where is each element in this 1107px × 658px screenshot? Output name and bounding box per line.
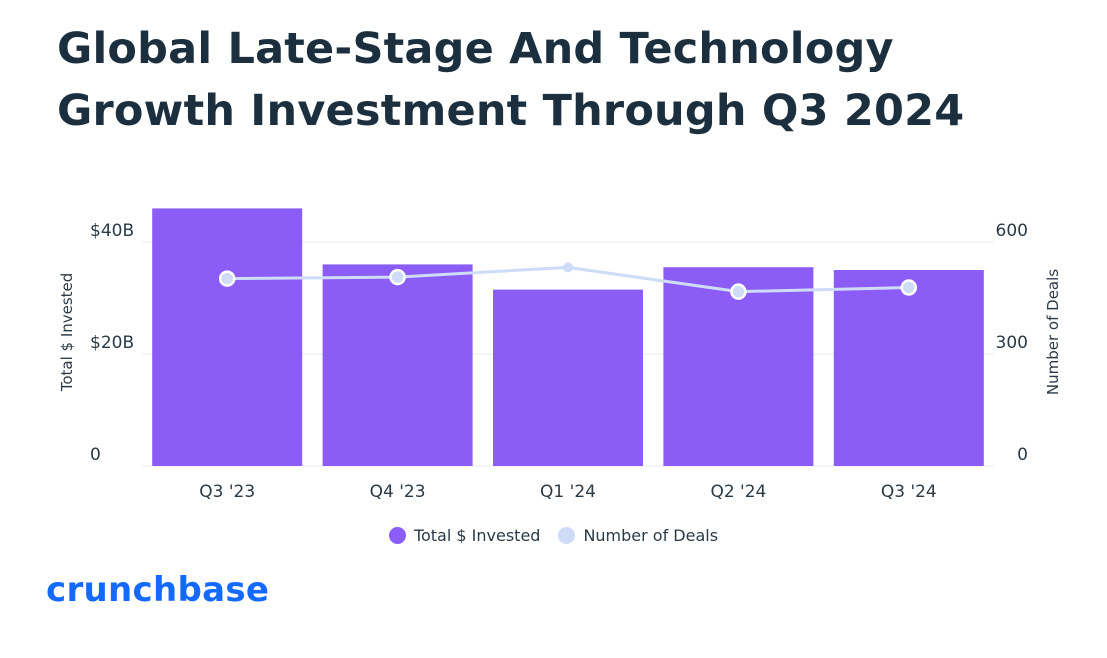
- legend: Total $ Invested Number of Deals: [0, 526, 1107, 545]
- bar: [322, 264, 473, 466]
- bar: [833, 270, 984, 466]
- y-left-tick-label: 0: [90, 445, 101, 465]
- y-left-axis-title: Total $ Invested: [58, 273, 76, 393]
- y-right-tick-label: 0: [1017, 445, 1028, 465]
- combo-chart: Q3 '23 Q4 '23 Q1 '24 Q2 '24 Q3 '24 0 $20B $40B 0…: [58, 208, 1062, 502]
- y-left-tick-label: $20B: [90, 333, 134, 353]
- chart-title-line-1: Global Late-Stage And Technology: [57, 24, 894, 74]
- legend-item-deals[interactable]: Number of Deals: [558, 526, 718, 545]
- legend-label-deals: Number of Deals: [583, 526, 719, 545]
- axis-ticks: Q3 '23 Q4 '23 Q1 '24 Q2 '24 Q3 '24 0 $20B $40B 0…: [90, 221, 1028, 502]
- deals-point: [218, 270, 236, 287]
- y-right-tick-label: 600: [996, 221, 1028, 241]
- x-tick-label: Q1 '24: [540, 482, 596, 502]
- legend-label-invested: Total $ Invested: [413, 526, 541, 545]
- chart-title-line-2: Growth Investment Through Q3 2024: [57, 86, 965, 136]
- bar: [152, 208, 303, 466]
- y-left-tick-label: $40B: [90, 221, 134, 241]
- deals-point: [730, 283, 747, 300]
- deals-line: [218, 262, 918, 300]
- y-right-tick-label: 300: [996, 333, 1028, 353]
- x-tick-label: Q4 '23: [370, 482, 426, 502]
- bar: [493, 289, 643, 466]
- bar: [663, 267, 814, 466]
- legend-item-invested[interactable]: Total $ Invested: [388, 526, 541, 545]
- deals-point: [900, 279, 918, 296]
- deals-point: [563, 262, 573, 273]
- x-tick-label: Q3 '23: [199, 482, 255, 502]
- x-tick-label: Q2 '24: [710, 482, 766, 502]
- deals-point: [389, 268, 406, 286]
- legend-swatch-line: [558, 527, 576, 544]
- chart-title: Global Late-Stage And Technology Growth …: [57, 18, 1057, 142]
- y-right-axis-title: Number of Deals: [1044, 269, 1062, 395]
- x-tick-label: Q3 '24: [881, 482, 937, 502]
- bars: [152, 208, 984, 466]
- legend-swatch-bar: [388, 527, 406, 544]
- crunchbase-logo[interactable]: crunchbase: [46, 570, 270, 610]
